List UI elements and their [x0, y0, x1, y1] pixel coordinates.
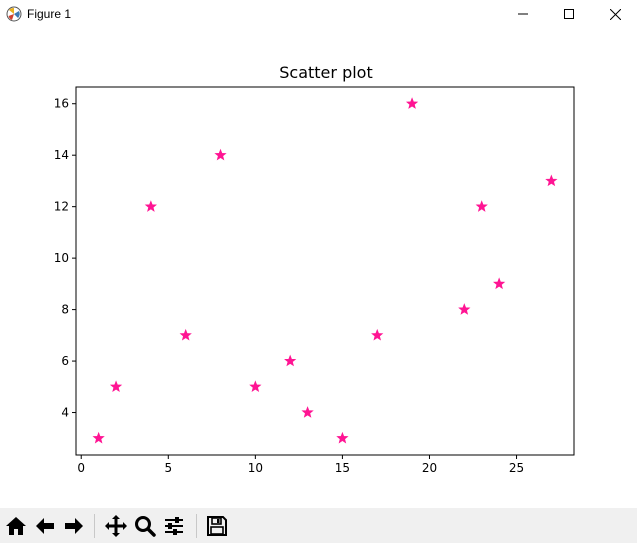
figure-canvas[interactable]: Scatter plot 0 5 10 15 20 25 4 6 8 10 12 14 16 — [0, 28, 637, 508]
data-point-star — [109, 380, 123, 393]
minimize-icon — [518, 13, 528, 15]
data-point-star — [545, 174, 558, 187]
zoom-icon — [135, 516, 156, 537]
data-point-star — [284, 354, 297, 367]
y-tick-label: 10 — [54, 251, 69, 265]
data-point-star — [92, 431, 105, 444]
data-points — [92, 97, 558, 444]
close-button[interactable] — [592, 0, 637, 28]
scatter-chart: Scatter plot 0 5 10 15 20 25 4 6 8 10 12 14 16 — [54, 63, 575, 475]
y-tick-label: 6 — [61, 354, 69, 368]
data-point-star — [405, 97, 419, 109]
data-point-star — [493, 277, 506, 290]
data-point-star — [249, 380, 262, 393]
data-point-star — [371, 328, 384, 341]
configure-subplots-icon — [165, 517, 183, 535]
x-tick-label: 25 — [509, 461, 524, 475]
pan-icon — [105, 515, 127, 537]
y-tick-label: 12 — [54, 200, 69, 214]
x-tick-label: 10 — [248, 461, 263, 475]
chart-title: Scatter plot — [279, 63, 372, 82]
data-point-star — [458, 303, 471, 315]
x-axis: 0 5 10 15 20 25 — [77, 455, 524, 475]
forward-button[interactable] — [60, 512, 88, 540]
close-icon — [609, 8, 621, 20]
y-tick-label: 16 — [54, 97, 69, 111]
forward-arrow-icon — [65, 518, 83, 534]
data-point-star — [179, 328, 192, 341]
x-tick-label: 15 — [335, 461, 350, 475]
x-tick-label: 0 — [77, 461, 85, 475]
toolbar-separator — [196, 514, 197, 538]
data-point-star — [144, 200, 157, 212]
minimize-button[interactable] — [500, 0, 546, 28]
y-axis: 4 6 8 10 12 14 16 — [54, 97, 76, 420]
maximize-button[interactable] — [546, 0, 592, 28]
x-tick-label: 5 — [164, 461, 172, 475]
matplotlib-icon — [6, 6, 22, 22]
y-tick-label: 4 — [61, 406, 69, 420]
x-tick-label: 20 — [422, 461, 437, 475]
save-button[interactable] — [203, 512, 231, 540]
title-bar: Figure 1 — [0, 0, 637, 28]
zoom-button[interactable] — [131, 512, 159, 540]
back-button[interactable] — [31, 512, 59, 540]
home-icon — [6, 517, 26, 535]
pan-button[interactable] — [102, 512, 130, 540]
toolbar-separator — [94, 514, 95, 538]
configure-subplots-button[interactable] — [160, 512, 188, 540]
back-arrow-icon — [36, 518, 54, 534]
data-point-star — [214, 148, 227, 161]
data-point-star — [336, 431, 349, 444]
home-button[interactable] — [2, 512, 30, 540]
data-point-star — [301, 406, 314, 418]
window-title: Figure 1 — [27, 7, 72, 21]
navigation-toolbar — [0, 508, 637, 543]
data-point-star — [475, 200, 488, 212]
y-tick-label: 14 — [54, 148, 69, 162]
y-tick-label: 8 — [61, 303, 69, 317]
save-icon — [207, 516, 227, 536]
plot-area — [75, 86, 575, 456]
maximize-icon — [564, 9, 574, 19]
